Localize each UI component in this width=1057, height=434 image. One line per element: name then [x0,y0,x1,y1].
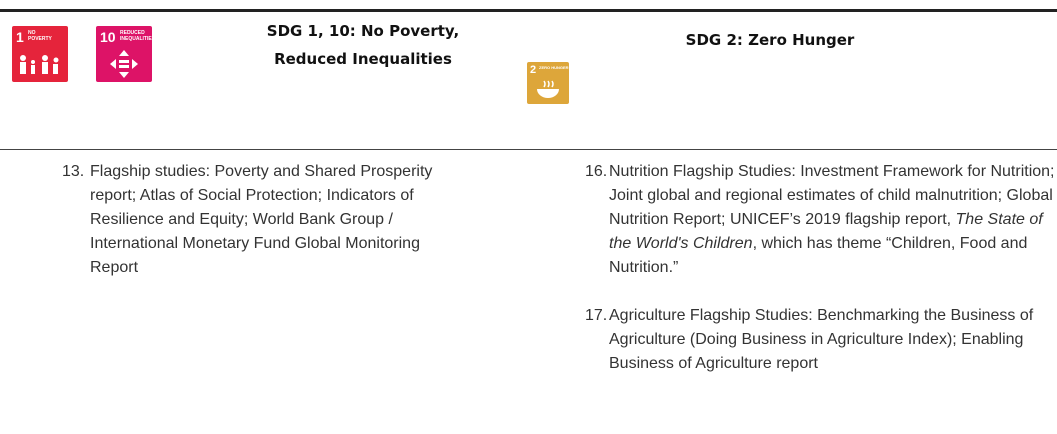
header-title: SDG 1, 10: No Poverty, Reduced Inequalit… [243,17,483,73]
title-line: Reduced Inequalities [274,50,452,68]
text-part: , which has theme “Children, Food and Nu… [609,235,1028,276]
icon-graphic [537,80,559,98]
item-text: Nutrition Flagship Studies: Investment F… [609,160,1057,280]
icon-number: 1 [16,29,24,45]
top-rule [0,9,1057,12]
text-part: Nutrition Flagship Studies: Investment F… [609,163,1055,228]
icon-graphic [110,50,138,78]
icon-number: 2 [530,64,537,76]
header-title: SDG 2: Zero Hunger [650,26,890,54]
sdg1-icon: 1 NO POVERTY [12,26,68,82]
title-line: SDG 1, 10: No Poverty, [266,22,460,40]
text-part: Agriculture Flagship Studies: Benchmarki… [609,307,1034,372]
item-number: 17. [585,307,608,324]
item-number: 16. [585,163,608,180]
icon-label: ZERO HUNGER [539,65,569,70]
header-rule [0,149,1057,150]
sdg10-icon: 10 REDUCED INEQUALITIES [96,26,152,82]
icon-graphic [20,55,59,74]
icon-label: REDUCED INEQUALITIES [120,30,152,42]
icon-label: NO POVERTY [28,30,52,42]
item-text: Agriculture Flagship Studies: Benchmarki… [609,304,1057,376]
item-text: Flagship studies: Poverty and Shared Pro… [90,163,433,276]
title-line: SDG 2: Zero Hunger [685,31,855,49]
item-number: 13. [62,163,85,180]
icon-number: 10 [100,29,116,45]
italic-title: The State of the World's Children [609,211,1043,252]
sdg2-icon: 2 ZERO HUNGER [527,62,569,104]
